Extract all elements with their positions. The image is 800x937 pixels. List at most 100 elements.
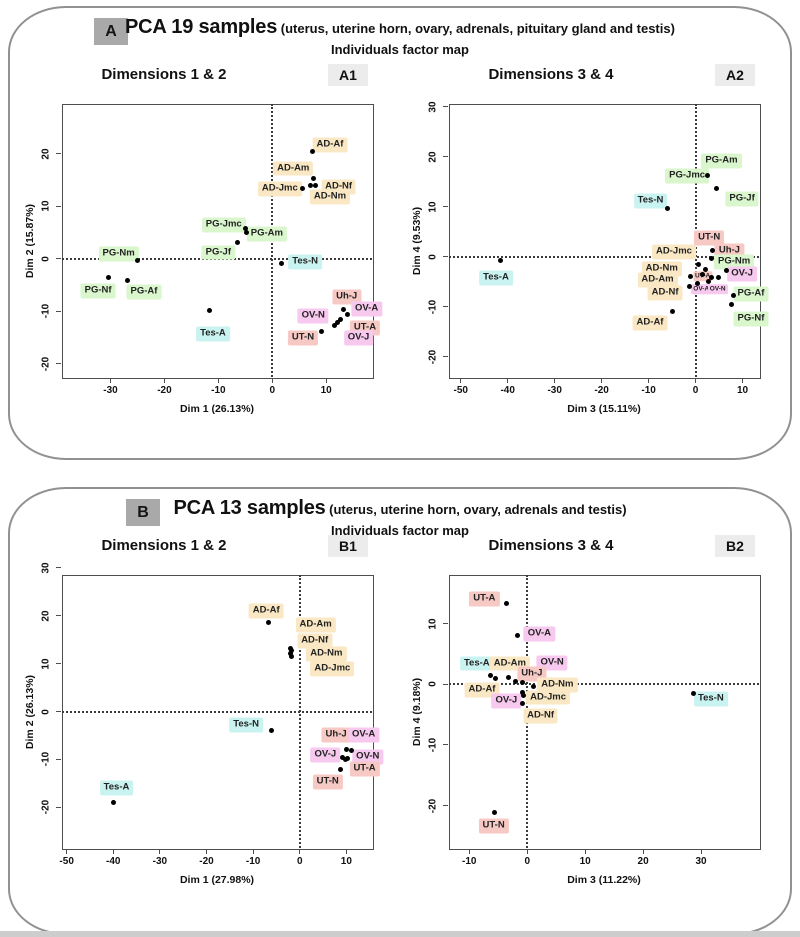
y-axis-label-A2: Dim 4 (9.53%)	[411, 206, 423, 275]
data-point	[664, 205, 670, 211]
sample-label-AD-Nf: AD-Nf	[297, 633, 333, 649]
sample-label-Tes-A: Tes-A	[99, 780, 134, 796]
data-point	[724, 268, 730, 274]
data-point	[670, 309, 676, 315]
data-point	[331, 322, 337, 328]
y-tick-mark	[56, 310, 61, 312]
y-tick-mark	[443, 356, 448, 358]
subplot-title-B2: Dimensions 3 & 4	[488, 537, 614, 554]
sample-label-Tes-N: Tes-N	[694, 691, 728, 707]
y-tick-label: -10	[40, 752, 52, 767]
y-tick-label: 0	[427, 253, 439, 260]
y-tick-mark	[56, 758, 61, 760]
sample-label-UT-N: UT-N	[312, 774, 343, 790]
sample-label-UT-N: UT-N	[694, 230, 725, 246]
sample-label-OV-J: OV-J	[310, 747, 341, 763]
x-tick-mark	[642, 849, 644, 854]
data-point	[530, 683, 536, 689]
data-point	[705, 278, 711, 284]
data-point	[269, 728, 275, 734]
sample-label-Tes-A: Tes-A	[479, 270, 513, 286]
sample-label-AD-Jmc: AD-Jmc	[257, 181, 302, 197]
y-tick-mark	[443, 256, 448, 258]
scatter-plot-a1: Dimensions 1 & 2 A1 -30 -20 -10 0 10 -20 -10 0 10 2…	[24, 64, 414, 436]
sample-label-Uh-J: Uh-J	[321, 727, 351, 743]
data-point	[487, 673, 493, 679]
sample-label-Tes-N: Tes-N	[633, 193, 668, 209]
y-tick-label: -20	[40, 800, 52, 815]
data-point	[492, 810, 498, 816]
panel-b-title-detail: (uterus, uterine horn, ovary, adrenals a…	[325, 502, 627, 517]
y-tick-mark	[56, 153, 61, 155]
zero-hline-A2	[449, 255, 759, 258]
y-tick-mark	[443, 206, 448, 208]
data-point	[519, 700, 525, 706]
data-point	[512, 678, 518, 684]
x-tick-label: 30	[695, 856, 707, 867]
panel-b-title-main: PCA 13 samples	[173, 497, 326, 519]
y-tick-label: 10	[40, 658, 52, 670]
sample-label-PG-Am: PG-Am	[246, 226, 287, 242]
data-point	[695, 280, 701, 286]
sample-label-PG-Nm: PG-Nm	[98, 246, 139, 262]
x-tick-label: -20	[594, 385, 609, 396]
sample-label-AD-Jmc: AD-Jmc	[526, 690, 571, 705]
sample-label-AD-Af: AD-Af	[312, 138, 348, 153]
x-tick-mark	[526, 849, 528, 854]
data-point	[705, 172, 711, 178]
data-point	[520, 679, 526, 685]
data-point	[498, 257, 504, 263]
x-tick-mark	[252, 849, 254, 854]
x-tick-mark	[206, 849, 207, 854]
y-tick-label: 30	[40, 562, 52, 574]
x-tick-mark	[742, 378, 744, 383]
x-tick-label: 0	[296, 856, 303, 867]
data-point	[278, 261, 284, 267]
sample-label-AD-Nm: AD-Nm	[306, 646, 347, 662]
data-point	[695, 262, 701, 268]
sample-label-AD-Nf: AD-Nf	[647, 285, 683, 301]
x-tick-label: -30	[547, 385, 562, 396]
data-point	[244, 230, 250, 236]
panel-b-title: PCA 13 samples (uterus, uterine horn, ov…	[10, 497, 790, 520]
data-point	[345, 756, 351, 762]
sample-label-Tes-A: Tes-A	[196, 326, 230, 342]
subplot-tag-A2: A2	[715, 64, 755, 86]
sample-label-AD-Af: AD-Af	[632, 315, 668, 331]
sample-label-OV-J: OV-J	[491, 693, 522, 709]
x-tick-label: 10	[340, 856, 352, 867]
data-point	[207, 308, 213, 314]
y-tick-mark	[56, 258, 61, 260]
y-tick-mark	[56, 663, 61, 665]
data-point	[343, 747, 349, 753]
data-point	[691, 690, 697, 696]
sample-label-PG-Jf: PG-Jf	[725, 191, 759, 207]
data-point	[308, 182, 314, 188]
scatter-plot-b1: Dimensions 1 & 2 B1 -50 -40 -30 -20 -10 0 10 -20 -…	[24, 535, 414, 907]
y-tick-label: 30	[427, 100, 439, 113]
y-tick-mark	[443, 623, 448, 625]
sample-label-OV-A: OV-A	[347, 727, 380, 743]
sample-label-OV-A: OV-A	[523, 626, 556, 642]
plot-axes-box-B1	[62, 575, 374, 850]
x-tick-label: -30	[152, 856, 168, 867]
data-point	[334, 319, 340, 325]
x-tick-label: 0	[269, 385, 276, 396]
x-tick-label: 10	[736, 385, 749, 396]
data-point	[340, 755, 346, 761]
sample-label-Uh-J: Uh-J	[332, 289, 362, 305]
y-axis-label-B1: Dim 2 (26.13%)	[24, 674, 36, 749]
sample-label-Uh-J: Uh-J	[517, 666, 547, 682]
data-point	[111, 800, 117, 805]
x-axis-label-B1: Dim 1 (27.98%)	[179, 874, 255, 886]
data-point	[728, 302, 734, 308]
y-tick-label: 0	[427, 681, 439, 687]
subplot-tag-B2: B2	[715, 535, 755, 557]
sample-label-AD-Am: AD-Am	[295, 617, 336, 633]
data-point	[299, 186, 305, 192]
sample-label-AD-Am: AD-Am	[637, 272, 678, 288]
sample-label-UT-N: UT-N	[478, 818, 509, 834]
x-tick-mark	[163, 378, 165, 383]
y-tick-label: 0	[40, 256, 52, 262]
data-point	[289, 654, 295, 660]
